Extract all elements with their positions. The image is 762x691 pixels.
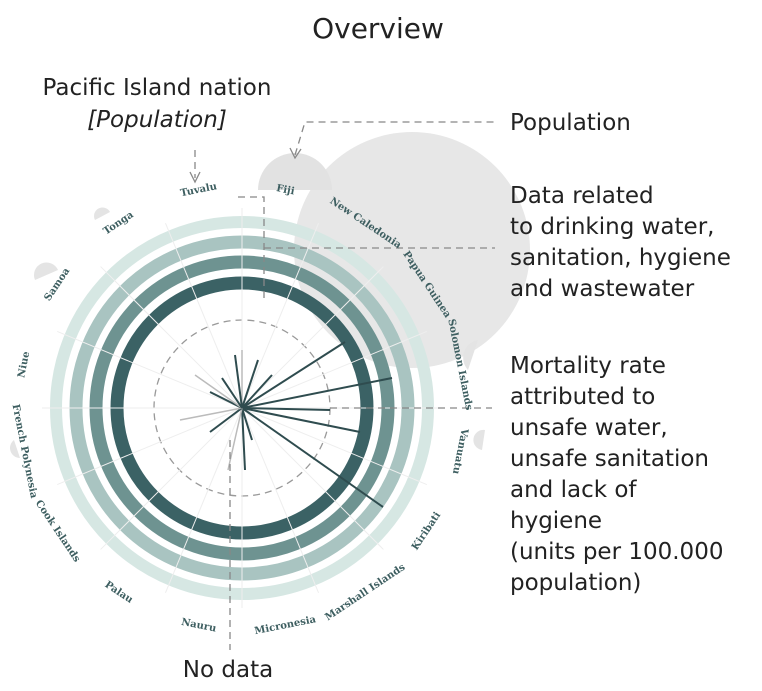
leader [294, 121, 495, 156]
annotations: Data related to drinking water, sanitation… [510, 183, 731, 596]
country-label: Tuvalu [179, 181, 218, 199]
country-label: Palau [103, 579, 135, 606]
arrow [189, 171, 201, 184]
spoke [209, 391, 243, 409]
country-label: Niue [16, 351, 32, 379]
spoke [241, 359, 259, 409]
population-bubble [10, 440, 20, 458]
guide-line [165, 407, 243, 593]
spoke [241, 407, 331, 411]
spoke [209, 407, 243, 433]
spokes [179, 341, 393, 508]
mortality-label: unsafe water, [510, 415, 668, 441]
spoke [227, 407, 243, 471]
no-data-label: No data [183, 657, 273, 683]
leader [238, 196, 495, 300]
guide-line [241, 407, 319, 593]
title: Overview [312, 12, 444, 45]
mortality-label: attributed to [510, 384, 655, 410]
mortality-label: unsafe sanitation [510, 446, 709, 472]
spoke [241, 407, 361, 433]
spoke [234, 354, 243, 409]
country-label: Nauru [180, 617, 217, 635]
country-label: Cook Islands [33, 498, 82, 564]
wash-label: to drinking water, [510, 214, 714, 240]
guide-line [241, 407, 427, 485]
wash-label: sanitation, hygiene [510, 245, 731, 271]
population-hint: [Population] [87, 107, 227, 133]
spoke [221, 377, 243, 409]
country-label: Fiji [275, 183, 295, 197]
mortality-label: Mortality rate [510, 353, 666, 379]
mortality-label: (units per 100.000 [510, 539, 723, 565]
guide-line [165, 223, 243, 409]
guide-line [57, 331, 243, 409]
guide-line [57, 407, 243, 485]
population-bubble [258, 153, 332, 190]
mortality-label: hygiene [510, 508, 602, 534]
population-bubble [473, 429, 485, 450]
mortality-label: population) [510, 570, 641, 596]
country-label: Vanuatu [450, 427, 470, 475]
guide-line [241, 407, 384, 550]
population-bubble [463, 340, 478, 370]
country-label: Micronesia [254, 614, 318, 637]
guide-line [100, 407, 243, 550]
population-label: Population [510, 110, 631, 136]
arrow [289, 147, 302, 160]
nation-label: Pacific Island nation [43, 75, 272, 101]
mortality-label: and lack of [510, 477, 637, 503]
spoke [241, 407, 253, 441]
guide-line [241, 223, 319, 409]
wash-label: Data related [510, 183, 654, 209]
wash-label: and wastewater [510, 276, 695, 302]
spoke [241, 377, 393, 409]
spoke [241, 407, 384, 508]
spoke [194, 374, 243, 409]
spoke [179, 407, 243, 421]
guide-line [100, 266, 243, 409]
population-bubble [33, 262, 58, 280]
spoke [241, 341, 346, 409]
country-label: Kiribati [410, 510, 443, 552]
guide-line [241, 266, 384, 409]
spoke [241, 407, 246, 471]
guide-line [241, 331, 427, 409]
population-bubble [94, 207, 110, 220]
spoke [241, 374, 273, 409]
